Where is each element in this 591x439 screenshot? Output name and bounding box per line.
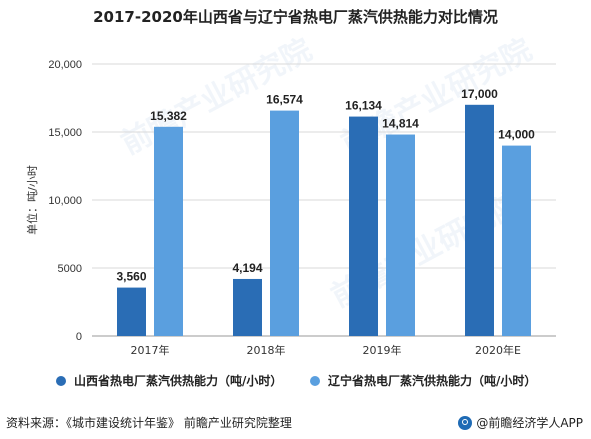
x-tick-label: 2020年E [475, 343, 521, 357]
legend-swatch-liaoning [310, 375, 320, 386]
legend-label-liaoning: 辽宁省热电厂蒸汽供热能力（吨/小时） [328, 374, 537, 388]
bar [502, 145, 531, 336]
legend-label-shanxi: 山西省热电厂蒸汽供热能力（吨/小时） [74, 374, 283, 388]
data-label: 3,560 [116, 270, 146, 284]
chart-title: 2017-2020年山西省与辽宁省热电厂蒸汽供热能力对比情况 [93, 8, 498, 26]
y-tick-label: 10,000 [48, 195, 82, 207]
bar [233, 278, 262, 336]
brand-label: @前瞻经济学人APP [476, 416, 583, 430]
data-label: 4,194 [232, 261, 262, 275]
y-tick-label: 5000 [58, 263, 82, 275]
data-label: 14,814 [382, 117, 419, 131]
legend-item-shanxi: 山西省热电厂蒸汽供热能力（吨/小时） [56, 372, 282, 389]
bar [465, 104, 494, 336]
data-label: 15,382 [150, 109, 187, 123]
data-label: 16,574 [266, 93, 303, 107]
y-tick-label: 0 [76, 331, 82, 343]
legend-swatch-shanxi [56, 375, 66, 386]
brand: @前瞻经济学人APP [458, 414, 583, 431]
y-tick-label: 15,000 [48, 127, 82, 139]
data-label: 16,134 [345, 99, 382, 113]
x-tick-label: 2019年 [363, 343, 402, 357]
bar [117, 287, 146, 336]
data-label: 14,000 [498, 128, 535, 142]
y-axis-label: 单位：吨/小时 [25, 165, 39, 235]
legend-item-liaoning: 辽宁省热电厂蒸汽供热能力（吨/小时） [310, 372, 536, 389]
source-note: 资料来源：《城市建设统计年鉴》 前瞻产业研究院整理 [6, 416, 292, 430]
brand-logo-icon [458, 415, 473, 430]
x-tick-label: 2018年 [247, 343, 286, 357]
bar [154, 126, 183, 336]
x-tick-label: 2017年 [131, 343, 170, 357]
bar-chart: 0 5000 10,000 15,000 20,000 单位：吨/小时 3,560 15,38… [25, 59, 556, 357]
bar [386, 134, 415, 336]
data-label: 17,000 [461, 87, 498, 101]
y-tick-label: 20,000 [48, 59, 82, 71]
footer: 资料来源：《城市建设统计年鉴》 前瞻产业研究院整理 @前瞻经济学人APP [0, 412, 591, 439]
bar [349, 116, 378, 336]
bar [270, 110, 299, 336]
